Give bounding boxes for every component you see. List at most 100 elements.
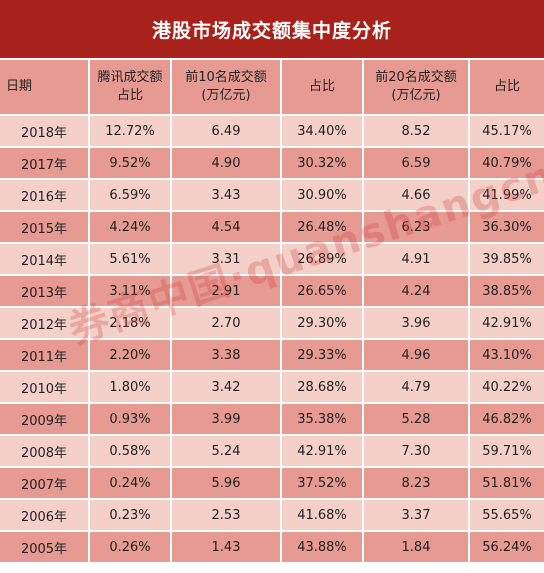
cell-top10-turnover: 5.24 <box>172 436 282 468</box>
cell-tencent-share: 3.11% <box>90 276 172 308</box>
cell-top10-turnover: 2.70 <box>172 308 282 340</box>
header-top10-turnover: 前10名成交额 (万亿元) <box>172 60 282 116</box>
cell-top20-share: 51.81% <box>470 468 544 500</box>
table-title: 港股市场成交额集中度分析 <box>151 19 392 42</box>
cell-top10-share: 41.68% <box>282 500 364 532</box>
cell-year: 2010年 <box>0 372 90 404</box>
header-top10-share: 占比 <box>282 60 364 116</box>
cell-top20-turnover: 1.84 <box>364 532 470 564</box>
cell-top20-share: 46.82% <box>470 404 544 436</box>
cell-year: 2007年 <box>0 468 90 500</box>
table-row: 2014年 5.61% 3.31 26.89% 4.91 39.85% <box>0 244 544 276</box>
cell-tencent-share: 0.24% <box>90 468 172 500</box>
cell-top20-turnover: 6.23 <box>364 212 470 244</box>
cell-top10-turnover: 3.99 <box>172 404 282 436</box>
cell-tencent-share: 0.26% <box>90 532 172 564</box>
cell-top20-share: 40.79% <box>470 148 544 180</box>
cell-year: 2015年 <box>0 212 90 244</box>
cell-top20-turnover: 4.24 <box>364 276 470 308</box>
cell-year: 2018年 <box>0 116 90 148</box>
table-row: 2008年 0.58% 5.24 42.91% 7.30 59.71% <box>0 436 544 468</box>
cell-top10-share: 37.52% <box>282 468 364 500</box>
cell-tencent-share: 2.20% <box>90 340 172 372</box>
cell-top20-share: 41.99% <box>470 180 544 212</box>
cell-top20-turnover: 4.66 <box>364 180 470 212</box>
table-row: 2015年 4.24% 4.54 26.48% 6.23 36.30% <box>0 212 544 244</box>
cell-tencent-share: 4.24% <box>90 212 172 244</box>
cell-top10-turnover: 2.91 <box>172 276 282 308</box>
cell-top10-share: 35.38% <box>282 404 364 436</box>
table-row: 2018年 12.72% 6.49 34.40% 8.52 45.17% <box>0 116 544 148</box>
table-row: 2016年 6.59% 3.43 30.90% 4.66 41.99% <box>0 180 544 212</box>
cell-top20-turnover: 7.30 <box>364 436 470 468</box>
cell-top10-turnover: 4.90 <box>172 148 282 180</box>
cell-top10-turnover: 5.96 <box>172 468 282 500</box>
cell-top10-share: 26.89% <box>282 244 364 276</box>
table-row: 2009年 0.93% 3.99 35.38% 5.28 46.82% <box>0 404 544 436</box>
cell-top10-turnover: 3.31 <box>172 244 282 276</box>
cell-top10-turnover: 4.54 <box>172 212 282 244</box>
cell-top10-share: 26.65% <box>282 276 364 308</box>
cell-top20-share: 36.30% <box>470 212 544 244</box>
table-row: 2006年 0.23% 2.53 41.68% 3.37 55.65% <box>0 500 544 532</box>
cell-top20-turnover: 4.91 <box>364 244 470 276</box>
cell-top10-share: 42.91% <box>282 436 364 468</box>
header-row: 日期 腾讯成交额 占比 前10名成交额 (万亿元) 占比 前20名成交额 (万亿元) … <box>0 60 544 116</box>
header-top20-share: 占比 <box>470 60 544 116</box>
table-row: 2011年 2.20% 3.38 29.33% 4.96 43.10% <box>0 340 544 372</box>
cell-year: 2011年 <box>0 340 90 372</box>
cell-tencent-share: 0.93% <box>90 404 172 436</box>
cell-tencent-share: 6.59% <box>90 180 172 212</box>
cell-year: 2017年 <box>0 148 90 180</box>
cell-year: 2006年 <box>0 500 90 532</box>
cell-top10-share: 34.40% <box>282 116 364 148</box>
cell-top20-share: 39.85% <box>470 244 544 276</box>
cell-tencent-share: 0.58% <box>90 436 172 468</box>
cell-top10-share: 29.33% <box>282 340 364 372</box>
cell-top10-turnover: 3.42 <box>172 372 282 404</box>
cell-top10-share: 30.32% <box>282 148 364 180</box>
cell-top10-turnover: 3.43 <box>172 180 282 212</box>
header-tencent-share: 腾讯成交额 占比 <box>90 60 172 116</box>
cell-top20-turnover: 6.59 <box>364 148 470 180</box>
cell-top20-share: 42.91% <box>470 308 544 340</box>
cell-top20-share: 43.10% <box>470 340 544 372</box>
concentration-table: 日期 腾讯成交额 占比 前10名成交额 (万亿元) 占比 前20名成交额 (万亿元) … <box>0 60 544 564</box>
cell-top10-turnover: 6.49 <box>172 116 282 148</box>
table-row: 2005年 0.26% 1.43 43.88% 1.84 56.24% <box>0 532 544 564</box>
cell-top20-share: 55.65% <box>470 500 544 532</box>
cell-top10-share: 28.68% <box>282 372 364 404</box>
cell-top10-turnover: 2.53 <box>172 500 282 532</box>
table-row: 2017年 9.52% 4.90 30.32% 6.59 40.79% <box>0 148 544 180</box>
table-row: 2012年 2.18% 2.70 29.30% 3.96 42.91% <box>0 308 544 340</box>
cell-year: 2008年 <box>0 436 90 468</box>
table-row: 2007年 0.24% 5.96 37.52% 8.23 51.81% <box>0 468 544 500</box>
cell-year: 2013年 <box>0 276 90 308</box>
cell-tencent-share: 0.23% <box>90 500 172 532</box>
cell-tencent-share: 5.61% <box>90 244 172 276</box>
cell-tencent-share: 2.18% <box>90 308 172 340</box>
cell-tencent-share: 9.52% <box>90 148 172 180</box>
cell-year: 2014年 <box>0 244 90 276</box>
cell-top10-turnover: 1.43 <box>172 532 282 564</box>
cell-top10-share: 43.88% <box>282 532 364 564</box>
cell-top20-share: 38.85% <box>470 276 544 308</box>
cell-top20-turnover: 3.96 <box>364 308 470 340</box>
cell-tencent-share: 1.80% <box>90 372 172 404</box>
cell-top10-share: 29.30% <box>282 308 364 340</box>
cell-top20-turnover: 4.96 <box>364 340 470 372</box>
cell-year: 2016年 <box>0 180 90 212</box>
cell-top20-turnover: 4.79 <box>364 372 470 404</box>
cell-year: 2009年 <box>0 404 90 436</box>
cell-top20-share: 59.71% <box>470 436 544 468</box>
cell-year: 2005年 <box>0 532 90 564</box>
header-date: 日期 <box>0 60 90 116</box>
header-top20-turnover: 前20名成交额 (万亿元) <box>364 60 470 116</box>
table-row: 2013年 3.11% 2.91 26.65% 4.24 38.85% <box>0 276 544 308</box>
table-title-bar: 港股市场成交额集中度分析 <box>0 0 544 58</box>
cell-top10-share: 26.48% <box>282 212 364 244</box>
cell-top20-share: 40.22% <box>470 372 544 404</box>
cell-top20-share: 56.24% <box>470 532 544 564</box>
cell-top20-turnover: 3.37 <box>364 500 470 532</box>
cell-top10-share: 30.90% <box>282 180 364 212</box>
